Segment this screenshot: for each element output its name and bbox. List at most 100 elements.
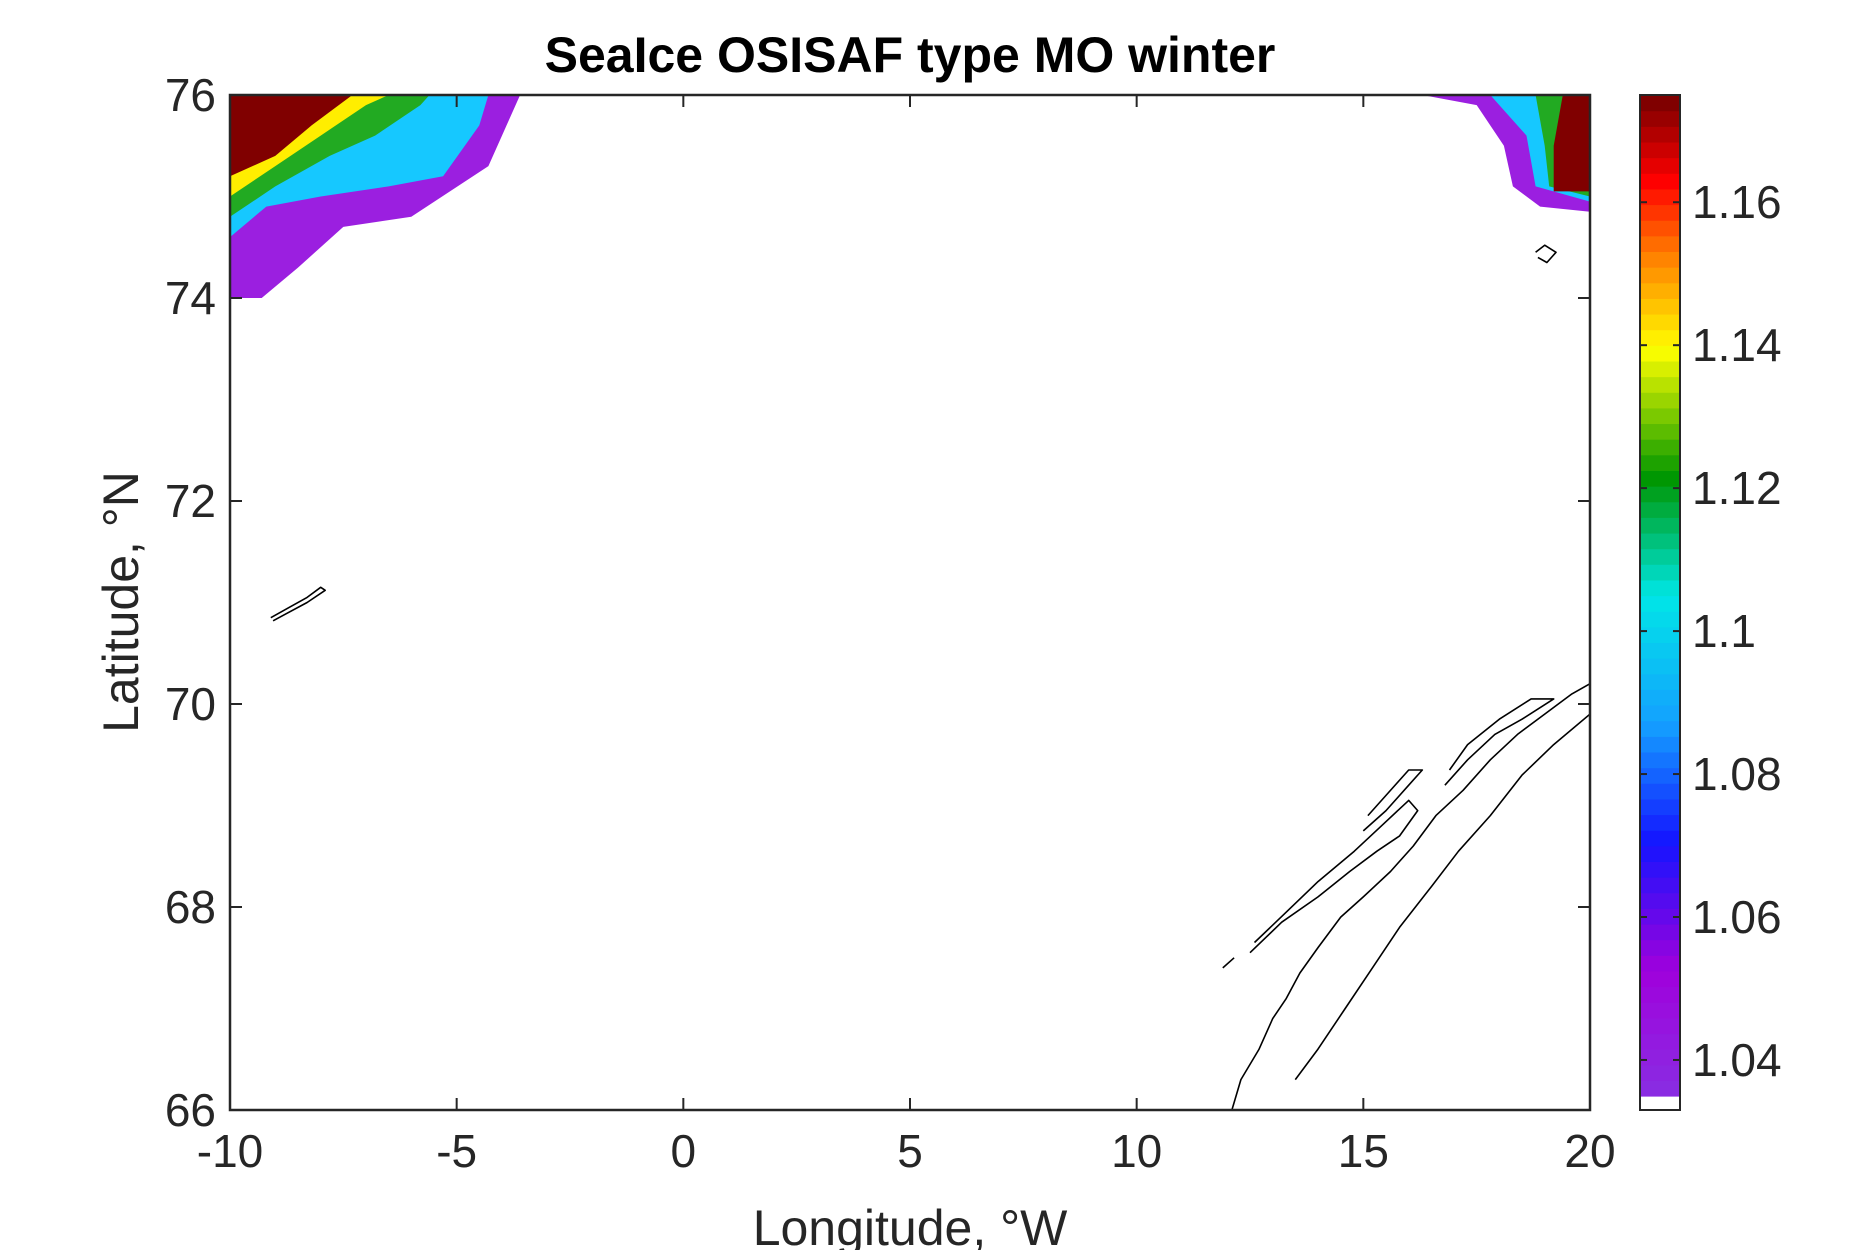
colorbar-band-26 bbox=[1640, 673, 1680, 690]
colorbar-band-42 bbox=[1640, 423, 1680, 440]
colorbar: 1.04 1.06 1.08 1.1 1.12 1.14 1.16 bbox=[1639, 94, 1782, 1111]
x-tick-label: 5 bbox=[897, 1125, 923, 1177]
colorbar-band-27 bbox=[1640, 658, 1680, 675]
colorbar-band-2 bbox=[1640, 1049, 1680, 1066]
colorbar-band-33 bbox=[1640, 564, 1680, 581]
colorbar-band-35 bbox=[1640, 532, 1680, 550]
colorbar-band-18 bbox=[1640, 798, 1680, 816]
colorbar-band-24 bbox=[1640, 704, 1680, 722]
colorbar-band-6 bbox=[1640, 986, 1680, 1003]
colorbar-band-17 bbox=[1640, 814, 1680, 831]
colorbar-band-36 bbox=[1640, 517, 1680, 534]
y-axis-title: Latitude, °N bbox=[93, 471, 149, 733]
colorbar-band-13 bbox=[1640, 877, 1680, 894]
colorbar-band-46 bbox=[1640, 360, 1680, 378]
colorbar-band-12 bbox=[1640, 892, 1680, 909]
y-tick-label: 74 bbox=[165, 272, 216, 324]
colorbar-band-21 bbox=[1640, 751, 1680, 769]
y-tick-label: 68 bbox=[165, 881, 216, 933]
colorbar-band-45 bbox=[1640, 376, 1680, 393]
colorbar-band-7 bbox=[1640, 970, 1680, 988]
colorbar-band-8 bbox=[1640, 955, 1680, 972]
colorbar-ticks: 1.04 1.06 1.08 1.1 1.12 1.14 1.16 bbox=[1640, 176, 1782, 1086]
colorbar-band-59 bbox=[1640, 157, 1680, 174]
colorbar-band-25 bbox=[1640, 689, 1680, 706]
ice-region-8-darkred bbox=[1553, 95, 1590, 192]
colorbar-band-19 bbox=[1640, 783, 1680, 800]
colorbar-band-47 bbox=[1640, 345, 1680, 362]
colorbar-band-56 bbox=[1640, 204, 1680, 221]
x-tick-label: -5 bbox=[436, 1125, 477, 1177]
colorbar-tick-label: 1.08 bbox=[1692, 748, 1782, 800]
colorbar-band-54 bbox=[1640, 235, 1680, 253]
x-tick-label: 15 bbox=[1338, 1125, 1389, 1177]
colorbar-band-61 bbox=[1640, 126, 1680, 143]
coastline-6 bbox=[1294, 713, 1590, 1081]
colorbar-tick-label: 1.04 bbox=[1692, 1034, 1782, 1086]
colorbar-tick-label: 1.12 bbox=[1692, 462, 1782, 514]
colorbar-band-63 bbox=[1640, 95, 1680, 112]
colorbar-band-28 bbox=[1640, 642, 1680, 659]
coastline-4 bbox=[1362, 769, 1424, 832]
colorbar-band-29 bbox=[1640, 626, 1680, 644]
colorbar-white-band bbox=[1640, 1096, 1680, 1110]
colorbar-band-53 bbox=[1640, 251, 1680, 268]
colorbar-band-43 bbox=[1640, 407, 1680, 425]
colorbar-band-22 bbox=[1640, 736, 1680, 753]
colorbar-band-34 bbox=[1640, 548, 1680, 565]
y-axis-ticks: 66 68 70 72 74 76 bbox=[165, 69, 1590, 1136]
colorbar-frame bbox=[1639, 94, 1681, 1111]
colorbar-band-31 bbox=[1640, 595, 1680, 612]
colorbar-band-48 bbox=[1640, 329, 1680, 346]
colorbar-tick-label: 1.1 bbox=[1692, 605, 1756, 657]
colorbar-band-11 bbox=[1640, 908, 1680, 925]
coastline-layer bbox=[270, 244, 1590, 1110]
colorbar-tick-label: 1.14 bbox=[1692, 319, 1782, 371]
coastline-3 bbox=[1249, 799, 1419, 954]
colorbar-band-30 bbox=[1640, 611, 1680, 628]
y-tick-label: 70 bbox=[165, 678, 216, 730]
colorbar-band-9 bbox=[1640, 939, 1680, 956]
colorbar-band-5 bbox=[1640, 1002, 1680, 1019]
coastline-0 bbox=[270, 586, 326, 622]
colorbar-band-51 bbox=[1640, 282, 1680, 299]
colorbar-band-44 bbox=[1640, 392, 1680, 409]
chart-title: SeaIce OSISAF type MO winter bbox=[545, 27, 1276, 83]
y-tick-label: 66 bbox=[165, 1084, 216, 1136]
colorbar-band-62 bbox=[1640, 110, 1680, 127]
colorbar-band-14 bbox=[1640, 861, 1680, 878]
colorbar-band-20 bbox=[1640, 767, 1680, 784]
colorbar-band-37 bbox=[1640, 501, 1680, 518]
colorbar-band-49 bbox=[1640, 313, 1680, 331]
colorbar-band-15 bbox=[1640, 845, 1680, 862]
colorbar-band-0 bbox=[1640, 1080, 1680, 1097]
x-tick-label: 10 bbox=[1111, 1125, 1162, 1177]
sea-ice-data-layer bbox=[230, 95, 1590, 298]
coastline-5 bbox=[1444, 698, 1555, 786]
x-tick-label: 0 bbox=[671, 1125, 697, 1177]
colorbar-band-23 bbox=[1640, 720, 1680, 737]
plot-area bbox=[230, 95, 1590, 1110]
colorbar-band-32 bbox=[1640, 579, 1680, 597]
colorbar-band-38 bbox=[1640, 486, 1680, 503]
colorbar-tick-label: 1.06 bbox=[1692, 891, 1782, 943]
coastline-2 bbox=[1231, 683, 1590, 1110]
colorbar-band-58 bbox=[1640, 173, 1680, 190]
x-tick-label: -10 bbox=[197, 1125, 263, 1177]
colorbar-tick-label: 1.16 bbox=[1692, 176, 1782, 228]
colorbar-band-55 bbox=[1640, 220, 1680, 237]
colorbar-band-60 bbox=[1640, 141, 1680, 159]
x-axis-title: Longitude, °W bbox=[753, 1200, 1068, 1250]
colorbar-band-57 bbox=[1640, 188, 1680, 206]
coastline-1 bbox=[1535, 244, 1557, 264]
coastline-7 bbox=[1222, 957, 1235, 969]
y-tick-label: 72 bbox=[165, 475, 216, 527]
colorbar-band-52 bbox=[1640, 267, 1680, 284]
x-axis-ticks: -10 -5 0 5 10 15 20 bbox=[197, 95, 1616, 1177]
colorbar-band-4 bbox=[1640, 1017, 1680, 1035]
colorbar-band-39 bbox=[1640, 470, 1680, 487]
colorbar-band-10 bbox=[1640, 923, 1680, 941]
ice-region-4-darkred bbox=[230, 95, 353, 177]
y-tick-label: 76 bbox=[165, 69, 216, 121]
